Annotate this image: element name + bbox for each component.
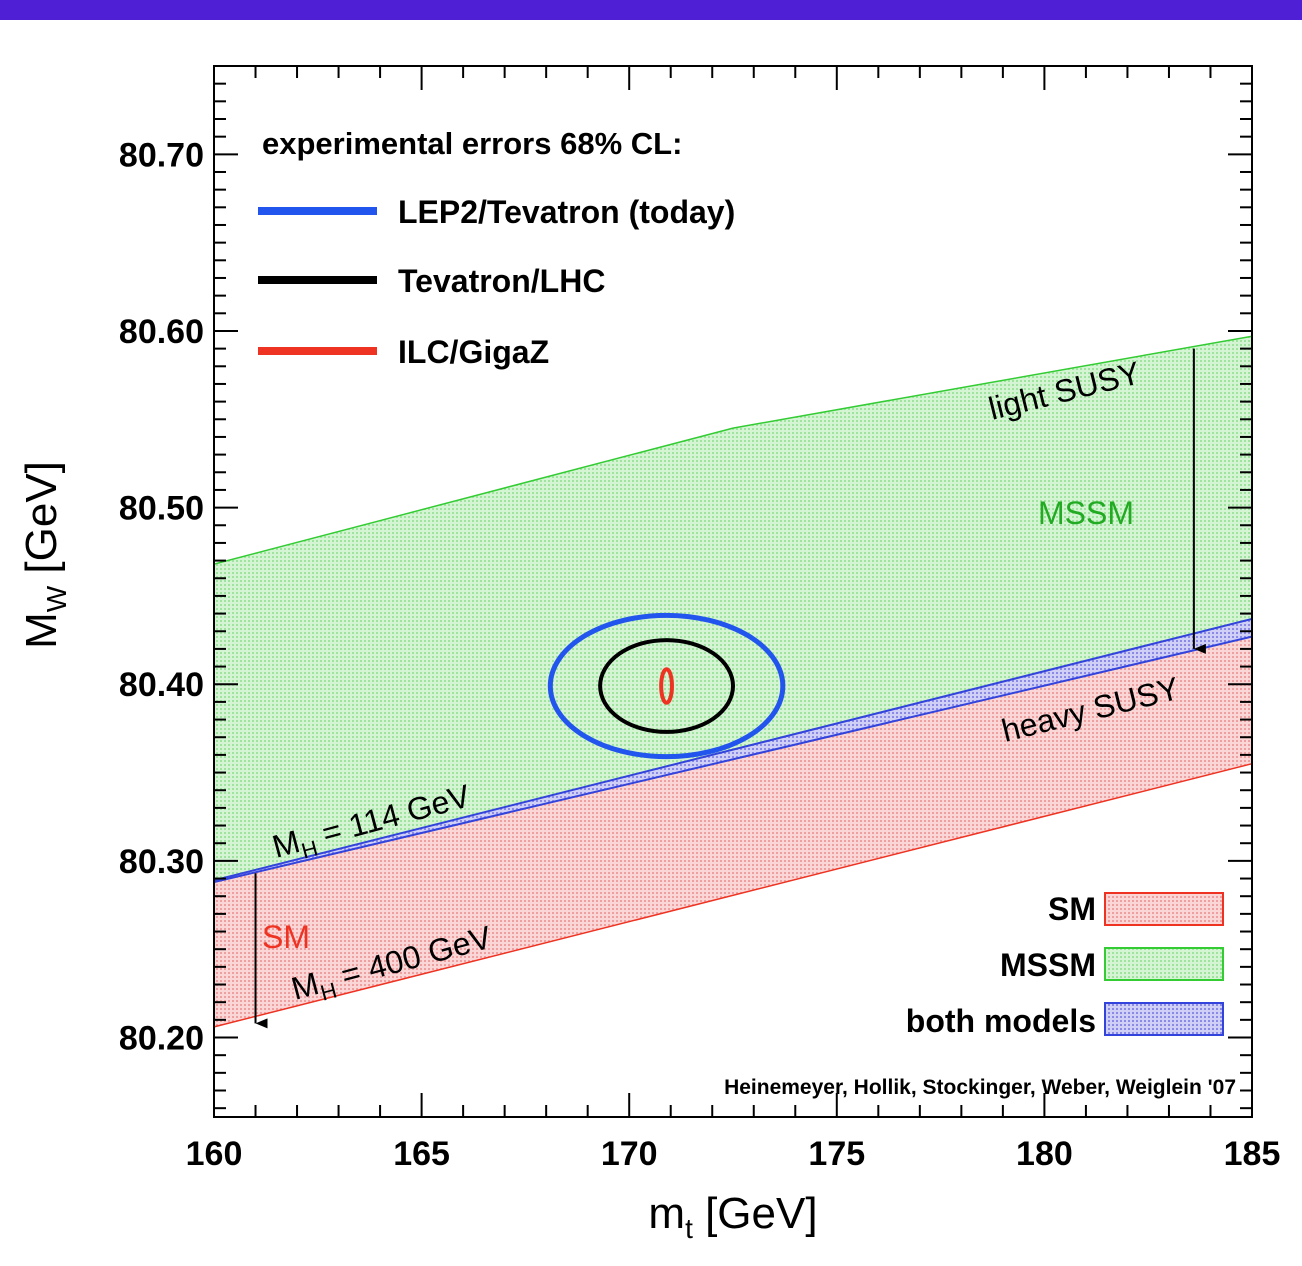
axis-ticks bbox=[213, 65, 1253, 1117]
x-tick-label: 165 bbox=[393, 1135, 450, 1173]
y-tick-label: 80.70 bbox=[119, 136, 204, 174]
legend-label-lep2: LEP2/Tevatron (today) bbox=[398, 194, 735, 230]
band-legend-swatch-both-models bbox=[1104, 1002, 1224, 1036]
x-axis-title: mt [GeV] bbox=[648, 1189, 817, 1244]
x-tick-label: 170 bbox=[601, 1135, 658, 1173]
y-tick-label: 80.50 bbox=[119, 490, 204, 528]
legend-label-ilc-gigaz: ILC/GigaZ bbox=[398, 334, 549, 370]
band-legend-swatch-mssm bbox=[1104, 947, 1224, 981]
mssm-region-label: MSSM bbox=[1038, 495, 1134, 531]
y-tick-label: 80.60 bbox=[119, 313, 204, 351]
band-legend-label-sm: SM bbox=[1048, 891, 1096, 927]
axis-tick-labels: 160 165 170 175 180 185 80.20 80.30 80.40 80.50 80… bbox=[119, 136, 1280, 1173]
y-tick-label: 80.40 bbox=[119, 666, 204, 704]
y-axis-title: MW [GeV] bbox=[17, 461, 72, 649]
band-legend-label-mssm: MSSM bbox=[1000, 947, 1096, 983]
credit-label: Heinemeyer, Hollik, Stockinger, Weber, W… bbox=[724, 1076, 1236, 1099]
y-tick-label: 80.30 bbox=[119, 843, 204, 881]
top-banner bbox=[0, 0, 1302, 20]
x-tick-label: 160 bbox=[186, 1135, 243, 1173]
ilc-gigaz-ellipse bbox=[659, 667, 674, 705]
legend-label-tevatron-lhc: Tevatron/LHC bbox=[398, 263, 605, 299]
legend-title: experimental errors 68% CL: bbox=[262, 126, 682, 161]
sm-region-label: SM bbox=[262, 919, 310, 955]
lep2-tevatron-ellipse bbox=[547, 612, 786, 760]
band-legend-swatch-sm bbox=[1104, 892, 1224, 926]
y-tick-label: 80.20 bbox=[119, 1020, 204, 1058]
x-tick-label: 175 bbox=[808, 1135, 865, 1173]
tevatron-lhc-ellipse bbox=[598, 638, 735, 734]
plot-frame bbox=[213, 65, 1253, 1118]
x-tick-label: 180 bbox=[1016, 1135, 1073, 1173]
x-tick-label: 185 bbox=[1224, 1135, 1281, 1173]
band-legend-label-both-models: both models bbox=[906, 1003, 1096, 1039]
